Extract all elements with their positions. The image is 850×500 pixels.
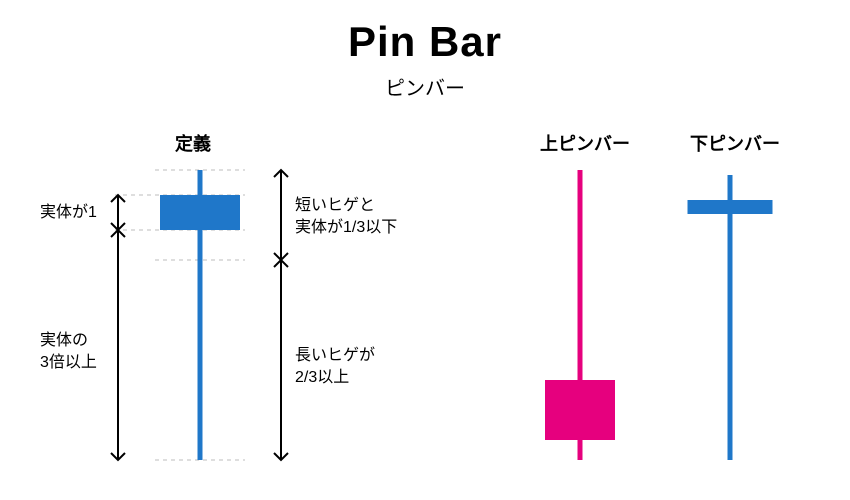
diagram-canvas (0, 0, 850, 500)
